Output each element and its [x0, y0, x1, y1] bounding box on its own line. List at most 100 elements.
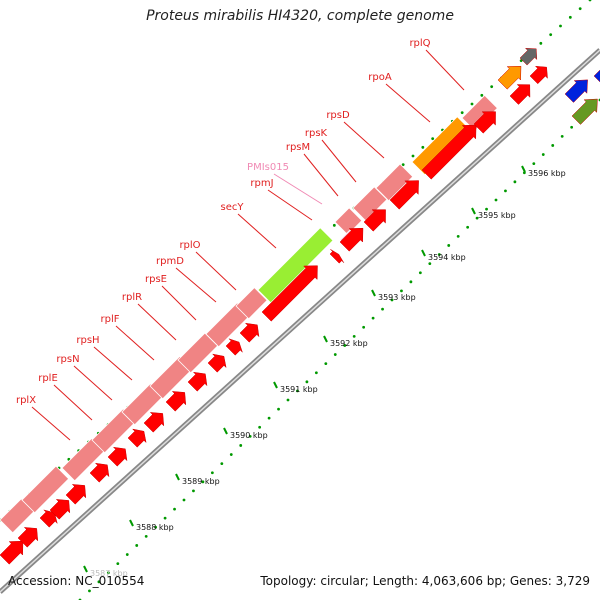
tick-dot	[286, 398, 290, 402]
gene-leader-line	[237, 213, 277, 249]
tick-dot	[192, 489, 195, 493]
scale-tick-mark	[421, 249, 426, 257]
tick-dot	[485, 207, 488, 211]
tick-dot	[504, 189, 507, 193]
red-cds-arrow	[509, 84, 531, 105]
olive-cds-arrow	[571, 98, 598, 125]
tick-dot	[460, 111, 464, 115]
scale-ticks: 3587 kbp 3588 kbp 3589 kbp 3590 kbp 3591 kbp…	[83, 165, 566, 578]
gene-band	[352, 186, 388, 222]
tick-dot	[258, 425, 262, 429]
cds-arrow	[389, 180, 419, 210]
gene-leader-line	[385, 83, 431, 123]
tick-dot	[431, 137, 435, 141]
gene-band	[21, 465, 70, 514]
tick-dot	[480, 93, 484, 97]
tick-dot	[314, 371, 318, 375]
cds-arrow	[65, 484, 87, 505]
tick-dot	[97, 580, 101, 584]
gene-leader-line	[425, 49, 465, 91]
cds-arrow	[473, 111, 496, 134]
gene-label: rpsM	[286, 142, 310, 153]
tick-dot	[305, 380, 309, 384]
tick-dot	[381, 307, 384, 311]
tick-dot	[248, 434, 252, 438]
cds-arrow	[127, 428, 147, 448]
gene-band	[235, 287, 268, 320]
tick-dot	[362, 325, 366, 329]
inner-tick-dots	[78, 98, 600, 600]
scale-tick-label: 3591 kbp	[280, 385, 318, 394]
tick-dot	[106, 571, 110, 575]
tick-dot	[532, 162, 536, 166]
cds-arrow	[89, 462, 110, 483]
tick-dot	[549, 33, 553, 37]
tick-dot	[267, 416, 271, 420]
tick-dot	[125, 553, 129, 556]
gene-leader-line	[321, 139, 357, 183]
cds-arrow	[363, 209, 386, 232]
scale-tick-label: 3592 kbp	[330, 339, 368, 348]
gene-label: secY	[221, 202, 245, 213]
tick-dot	[390, 298, 394, 302]
gene-leader-line	[303, 153, 339, 197]
tick-dot	[324, 362, 328, 366]
tick-dot	[560, 134, 564, 138]
tick-dot	[456, 234, 460, 238]
tick-dot	[475, 216, 479, 220]
cds-arrow	[207, 353, 227, 373]
gene-leader-line	[273, 173, 323, 205]
gene-label: rpsN	[56, 354, 79, 365]
gene-label: rpsH	[76, 335, 99, 346]
tick-dot	[568, 15, 572, 19]
backbone-highlight	[0, 49, 600, 593]
cds-arrow	[17, 527, 39, 548]
tick-dot	[135, 544, 139, 547]
tick-dot	[201, 480, 205, 484]
scale-tick-mark	[223, 427, 228, 435]
cds-arrow	[339, 227, 364, 252]
tick-dot	[409, 280, 413, 284]
cds-arrows	[0, 47, 600, 565]
tick-dot	[371, 316, 375, 320]
blue-cds-arrow	[564, 79, 588, 103]
gene-leader-line	[93, 346, 133, 381]
scale-tick-mark	[83, 565, 88, 573]
scale-tick-label: 3587 kbp	[90, 569, 128, 578]
scale-tick-mark	[323, 335, 328, 343]
tick-dot	[559, 24, 562, 28]
cds-arrow	[421, 124, 477, 180]
tick-dot	[447, 244, 451, 247]
gene-leader-line	[53, 384, 93, 421]
gene-label: rplQ	[409, 38, 430, 49]
scale-tick-mark	[273, 381, 278, 389]
tick-dot	[411, 154, 415, 158]
scale-tick-mark	[129, 519, 134, 527]
gene-leader-line	[31, 406, 71, 441]
tick-dot	[539, 41, 543, 45]
tick-dot	[418, 271, 422, 275]
red-cds-arrow	[529, 65, 548, 85]
gene-label: rpsK	[305, 128, 328, 139]
tick-dot	[220, 462, 224, 466]
gene-leader-line	[343, 121, 385, 159]
gene-label: rpoA	[368, 72, 392, 83]
map-title: Proteus mirabilis HI4320, complete genom…	[146, 8, 454, 24]
tick-dot	[296, 389, 299, 393]
tick-dot	[229, 453, 233, 456]
gene-label: rpsD	[326, 110, 350, 121]
tick-dot	[570, 125, 574, 129]
cds-arrow	[143, 412, 165, 433]
scale-tick-label: 3595 kbp	[478, 211, 516, 220]
gene-label: rplO	[179, 240, 200, 251]
cds-arrow	[0, 540, 24, 565]
gene-leader-line	[137, 303, 177, 341]
tick-dot	[210, 471, 214, 475]
blue-cds-arrow	[593, 65, 600, 83]
tick-dot	[470, 102, 474, 106]
gene-band	[375, 163, 414, 202]
gene-label: PMIs015	[247, 162, 289, 173]
genome-summary: Topology: circular; Length: 4,063,606 bp…	[260, 574, 590, 588]
